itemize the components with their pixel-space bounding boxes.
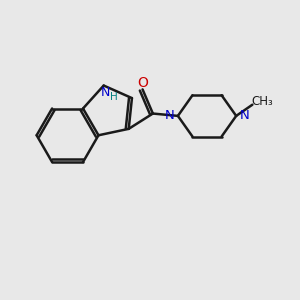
- Text: N: N: [240, 109, 249, 122]
- Text: N: N: [165, 109, 175, 122]
- Text: N: N: [100, 85, 110, 98]
- Text: CH₃: CH₃: [251, 95, 273, 108]
- Text: H: H: [110, 92, 118, 102]
- Text: O: O: [137, 76, 148, 90]
